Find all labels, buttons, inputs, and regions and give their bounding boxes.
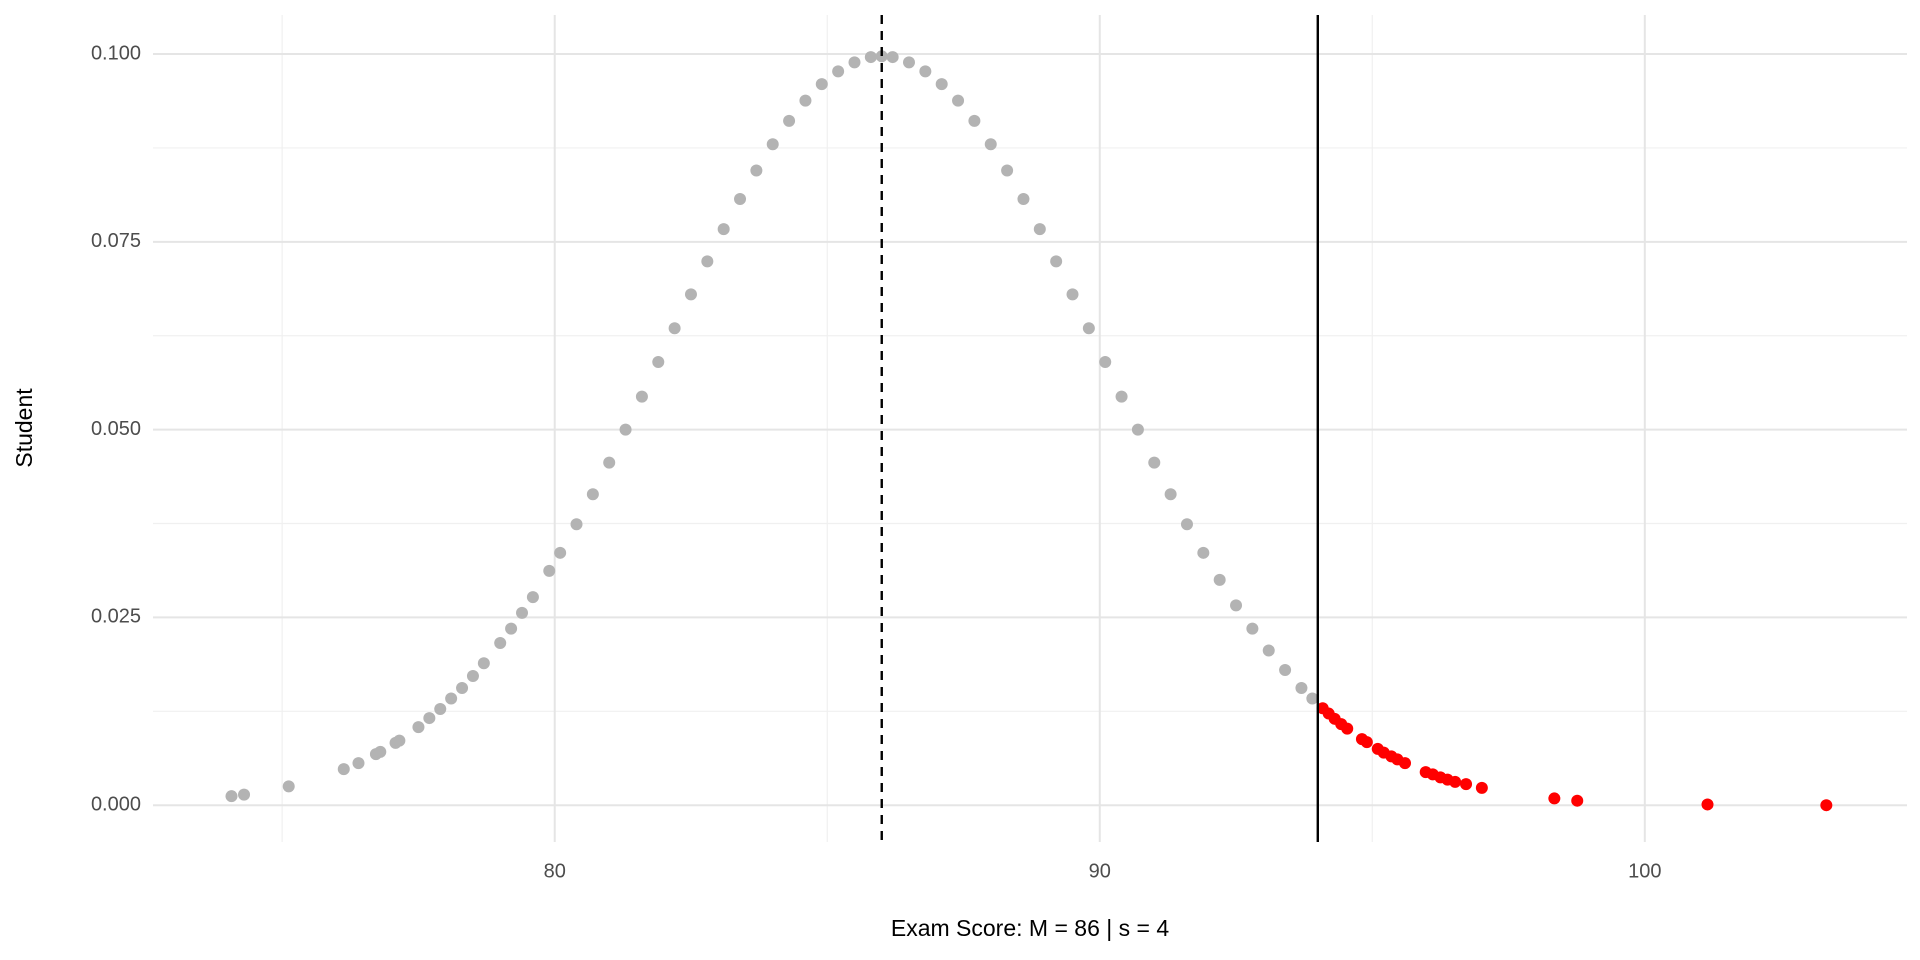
point [652, 356, 665, 369]
x-axis-title: Exam Score: M = 86 | s = 4 [891, 915, 1169, 941]
point [952, 94, 965, 107]
point [466, 669, 479, 682]
point [684, 288, 697, 301]
point [1360, 736, 1373, 749]
point [282, 780, 295, 793]
y-axis-title: Student [11, 388, 37, 468]
point [1082, 322, 1095, 335]
point [968, 114, 981, 127]
point [766, 138, 779, 151]
point [1148, 456, 1161, 469]
point [238, 788, 251, 801]
point [1246, 622, 1259, 635]
point [734, 193, 747, 206]
point [919, 65, 932, 78]
point [832, 65, 845, 78]
point [619, 423, 632, 436]
point [352, 757, 365, 770]
point [1449, 775, 1462, 788]
point [635, 390, 648, 403]
point [1820, 799, 1833, 812]
point [337, 763, 350, 776]
point [1571, 794, 1584, 807]
point [412, 721, 425, 734]
point [783, 114, 796, 127]
point [668, 322, 681, 335]
point [1460, 778, 1473, 791]
point [799, 94, 812, 107]
point [815, 78, 828, 91]
point [393, 734, 406, 747]
point [505, 622, 518, 635]
point [374, 745, 387, 758]
grid [153, 15, 1907, 842]
point [1262, 644, 1275, 657]
point [1197, 546, 1210, 559]
point [434, 703, 447, 716]
y-tick-label: 0.100 [91, 42, 141, 64]
point [543, 564, 556, 577]
point [1475, 781, 1488, 794]
point [603, 456, 616, 469]
point [1066, 288, 1079, 301]
point [1399, 757, 1412, 770]
point [1213, 573, 1226, 586]
marks [225, 15, 1833, 842]
point [586, 488, 599, 501]
point [1701, 798, 1714, 811]
point [701, 255, 714, 268]
point [456, 682, 469, 695]
point [516, 606, 529, 619]
point [984, 138, 997, 151]
point [570, 518, 583, 531]
x-tick-label: 90 [1089, 860, 1111, 882]
point [477, 657, 490, 670]
point [1115, 390, 1128, 403]
point [526, 591, 539, 604]
point [1017, 193, 1030, 206]
point [1230, 599, 1243, 612]
point [1033, 223, 1046, 236]
y-tick-label: 0.000 [91, 793, 141, 815]
point [717, 223, 730, 236]
x-tick-label: 100 [1628, 860, 1661, 882]
x-tick-label: 80 [544, 860, 566, 882]
point [1099, 356, 1112, 369]
point [1295, 682, 1308, 695]
point [1341, 722, 1354, 735]
point [1001, 164, 1014, 177]
point [494, 636, 507, 649]
point [750, 164, 763, 177]
point [423, 712, 436, 725]
y-tick-label: 0.025 [91, 606, 141, 628]
point [445, 692, 458, 705]
point [554, 546, 567, 559]
point [935, 78, 948, 91]
point [902, 56, 915, 69]
point [1548, 792, 1561, 805]
y-tick-label: 0.050 [91, 418, 141, 440]
point [1164, 488, 1177, 501]
point [1131, 423, 1144, 436]
point [864, 51, 877, 64]
y-tick-label: 0.075 [91, 230, 141, 252]
point [1050, 255, 1063, 268]
point [875, 50, 888, 63]
point [886, 51, 899, 64]
point [848, 56, 861, 69]
point [225, 790, 238, 803]
point [1306, 692, 1319, 705]
point [1180, 518, 1193, 531]
point [1279, 663, 1292, 676]
